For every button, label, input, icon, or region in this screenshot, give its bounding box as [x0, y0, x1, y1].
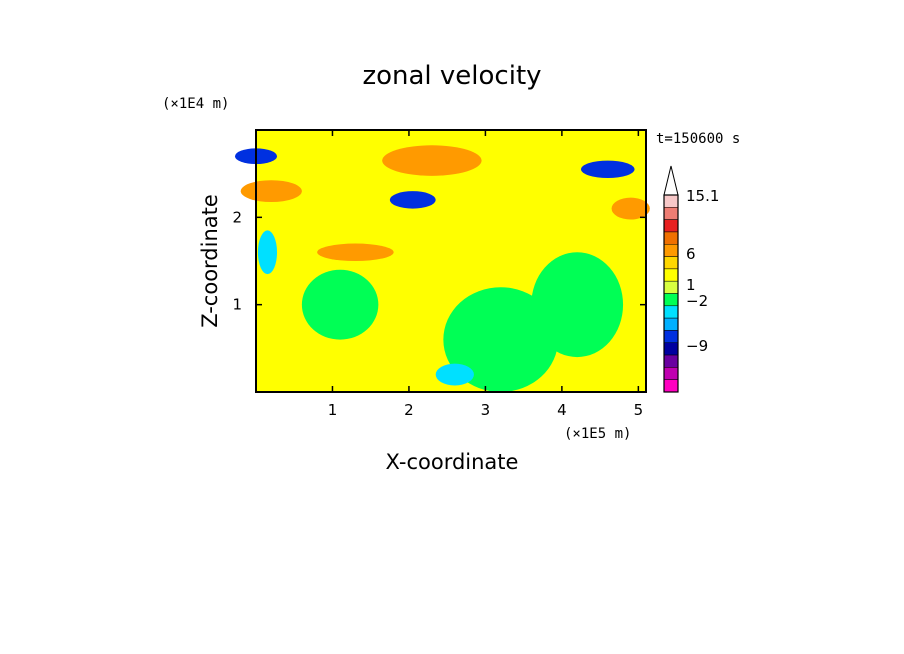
colorbar-swatch	[663, 330, 679, 343]
y-scale-note: (×1E4 m)	[162, 96, 229, 112]
colorbar-swatch	[663, 244, 679, 257]
contour-region	[382, 145, 482, 176]
colorbar-swatch	[663, 317, 679, 331]
y-axis-label: Z-coordinate	[198, 194, 222, 328]
colorbar-swatch	[663, 256, 679, 270]
contour-region	[581, 160, 635, 179]
colorbar-frame	[663, 194, 679, 393]
colorbar-label: 6	[686, 245, 696, 263]
contour-region	[435, 363, 474, 386]
plot-frame	[255, 129, 647, 393]
contour-plot-area	[234, 129, 650, 393]
colorbar-arrow	[663, 165, 679, 196]
contour-region	[389, 191, 436, 209]
colorbar-label: 1	[686, 276, 696, 294]
contour-region	[301, 269, 379, 340]
colorbar-swatch	[663, 305, 679, 319]
colorbar-swatch	[663, 231, 679, 245]
colorbar-label: −9	[686, 337, 708, 355]
colorbar-label: 15.1	[686, 187, 719, 205]
colorbar-swatch	[663, 280, 679, 294]
x-scale-note: (×1E5 m)	[564, 426, 631, 442]
x-tick-label: 4	[557, 401, 567, 419]
colorbar-swatch	[663, 342, 679, 356]
y-tick-label: 1	[232, 296, 242, 314]
contour-region	[257, 230, 278, 275]
colorbar-swatch	[663, 194, 679, 208]
contour-region	[240, 180, 302, 203]
colorbar	[663, 165, 679, 393]
colorbar-swatch	[663, 379, 679, 393]
colorbar-swatch	[663, 354, 679, 368]
x-tick-label: 5	[634, 401, 644, 419]
y-tick-label: 2	[232, 208, 242, 226]
contour-region	[443, 287, 559, 392]
x-tick-label: 3	[481, 401, 491, 419]
contour-region	[317, 243, 394, 261]
colorbar-swatch	[663, 207, 679, 220]
time-label: t=150600 s	[656, 131, 740, 147]
colorbar-swatch	[663, 367, 679, 380]
colorbar-swatch	[663, 219, 679, 233]
contour-region	[611, 197, 650, 220]
chart-title: zonal velocity	[362, 61, 541, 91]
contour-region	[531, 252, 624, 358]
x-tick-label: 1	[328, 401, 338, 419]
colorbar-swatch	[663, 268, 679, 282]
colorbar-swatch	[663, 293, 679, 307]
colorbar-label: −2	[686, 292, 708, 310]
x-tick-label: 2	[404, 401, 414, 419]
x-axis-label: X-coordinate	[386, 450, 519, 474]
